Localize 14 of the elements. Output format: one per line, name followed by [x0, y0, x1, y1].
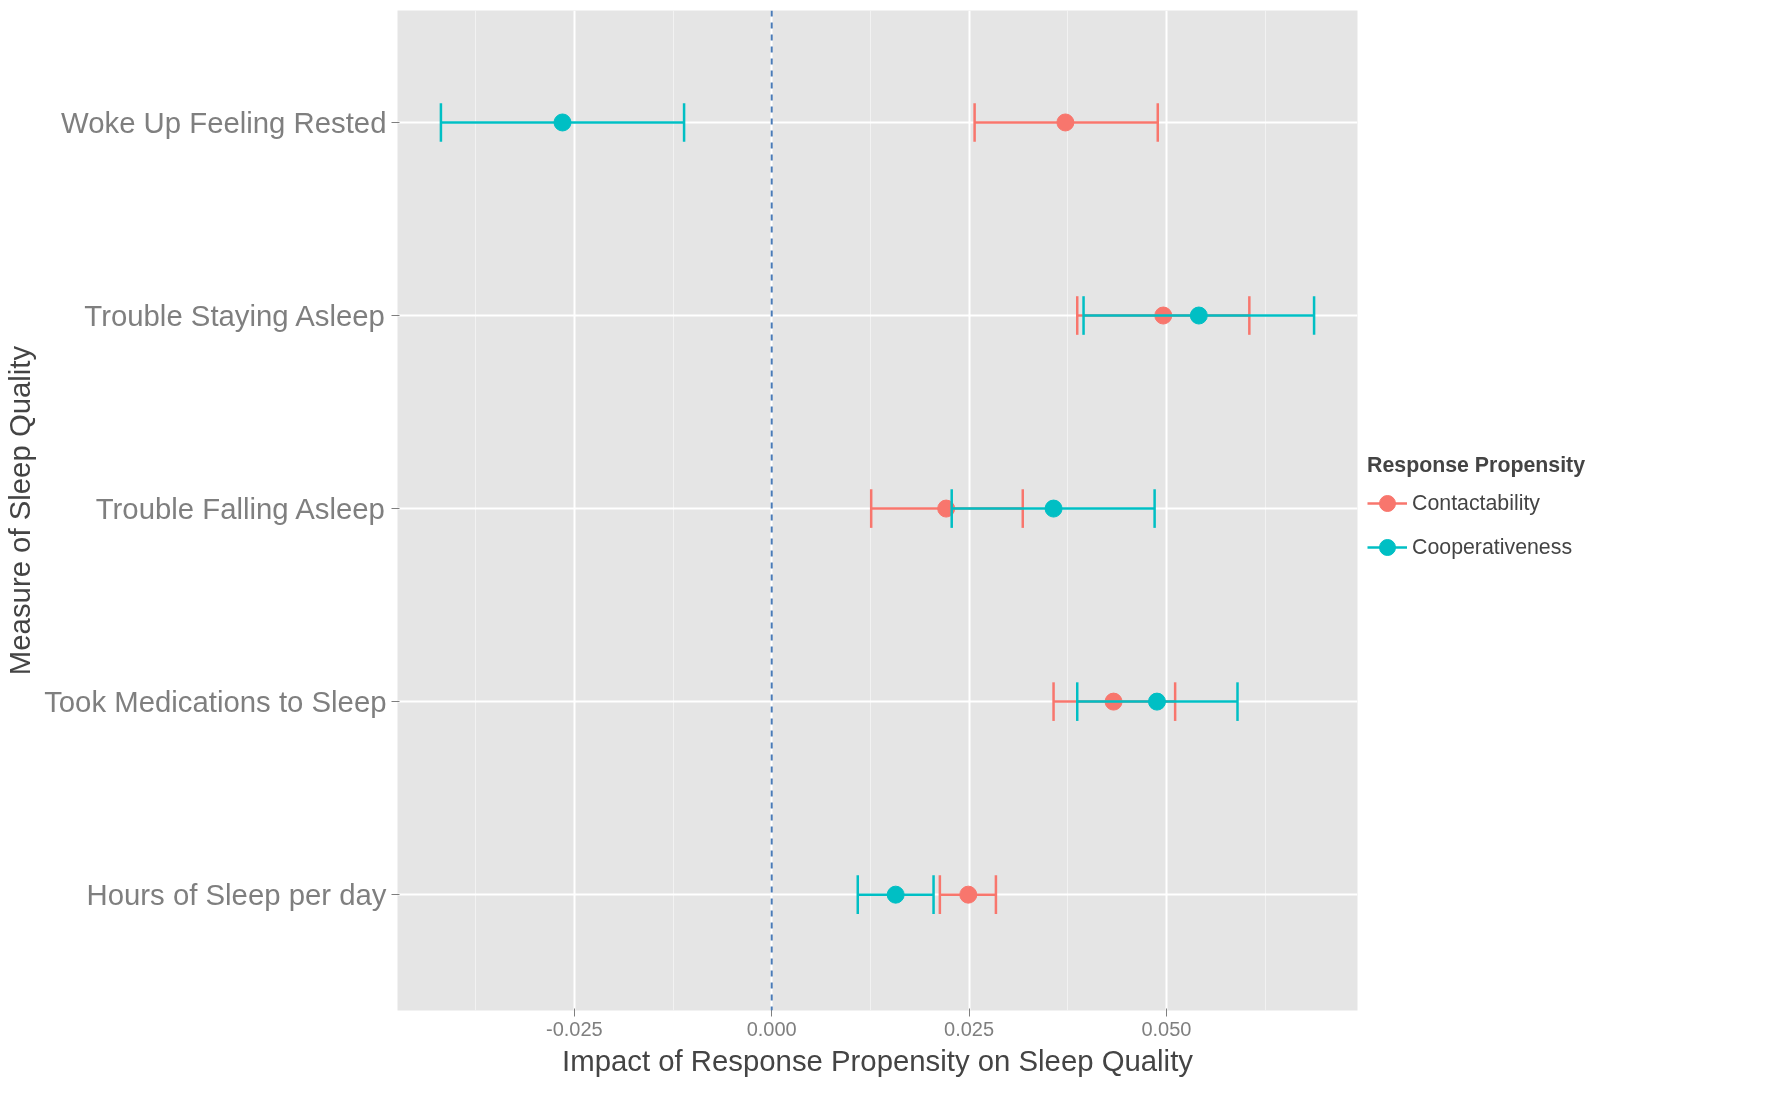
y-tick-label: Hours of Sleep per day [86, 878, 387, 912]
x-tick-label: 0.025 [944, 1017, 995, 1040]
x-axis-title: Impact of Response Propensity on Sleep Quality [562, 1043, 1194, 1077]
x-tick-label: 0.000 [746, 1017, 797, 1040]
y-tick-label: Trouble Falling Asleep [95, 492, 385, 526]
y-axis-title: Measure of Sleep Quality [3, 345, 37, 676]
legend-title: Response Propensity [1367, 453, 1586, 478]
y-tick-label: Took Medications to Sleep [44, 685, 387, 719]
y-tick-label: Trouble Staying Asleep [84, 299, 385, 333]
y-tick-label: Woke Up Feeling Rested [61, 105, 387, 139]
legend-label: Cooperativeness [1412, 534, 1573, 560]
x-tick-label: -0.025 [545, 1017, 603, 1040]
legend-label: Contactability [1412, 490, 1541, 516]
x-tick-label: 0.050 [1141, 1017, 1192, 1040]
